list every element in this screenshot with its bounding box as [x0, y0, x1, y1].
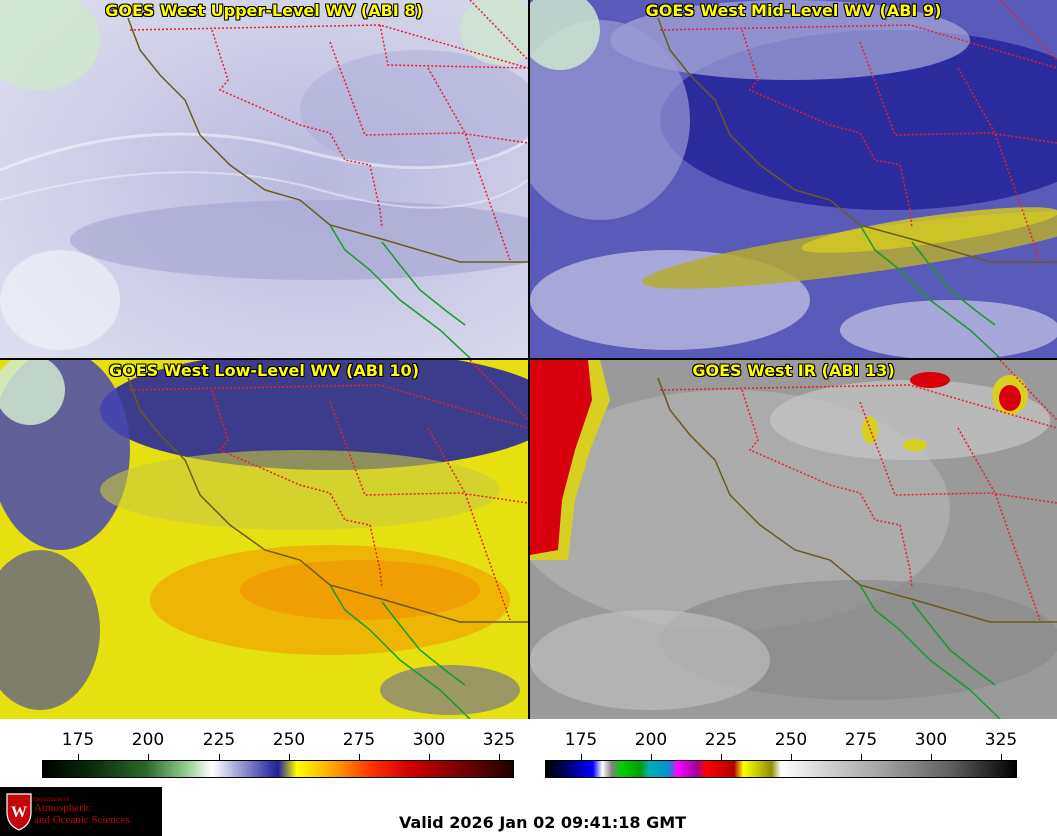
ir-tick-label: 300: [914, 730, 948, 750]
ir-tick-mark: [581, 754, 582, 760]
wv-colorbar: [42, 760, 514, 778]
uw-crest-icon: W: [6, 793, 32, 831]
ir-tick-mark: [651, 754, 652, 760]
mid-level-wv-image: [530, 0, 1057, 358]
wv-tick-mark: [78, 754, 79, 760]
wv-tick-label: 300: [412, 730, 446, 750]
wv-tick-mark: [499, 754, 500, 760]
upper-level-wv-image: [0, 0, 528, 358]
ir-tick-mark: [721, 754, 722, 760]
wv-tick-label: 325: [482, 730, 516, 750]
low-level-wv-image: [0, 360, 528, 719]
uw-crest-letter: W: [11, 804, 27, 821]
logo-name-line1: Atmospheric: [34, 802, 91, 815]
wv-tick-mark: [359, 754, 360, 760]
ir-tick-label: 200: [634, 730, 668, 750]
ir-tick-mark: [861, 754, 862, 760]
wv-tick-label: 225: [202, 730, 236, 750]
mid-level-wv-panel: GOES West Mid-Level WV (ABI 9): [530, 0, 1057, 358]
valid-time: Valid 2026 Jan 02 09:41:18 GMT: [398, 813, 687, 832]
wv-tick-mark: [289, 754, 290, 760]
ir-tick-label: 325: [984, 730, 1018, 750]
ir-panel: GOES West IR (ABI 13): [530, 360, 1057, 719]
upper-level-wv-panel: GOES West Upper-Level WV (ABI 8): [0, 0, 528, 358]
ir-tick-label: 250: [774, 730, 808, 750]
wv-tick-mark: [429, 754, 430, 760]
ir-tick-label: 275: [844, 730, 878, 750]
ir-tick-label: 225: [704, 730, 738, 750]
wv-tick-label: 275: [342, 730, 376, 750]
logo-department: Department of: [34, 797, 69, 803]
ir-tick-mark: [1001, 754, 1002, 760]
ir-tick-mark: [931, 754, 932, 760]
aos-logo-text: Department of Atmospheric and Oceanic Sc…: [34, 797, 130, 826]
wv-tick-mark: [148, 754, 149, 760]
wv-tick-label: 200: [131, 730, 165, 750]
wv-tick-mark: [219, 754, 220, 760]
ir-colorbar: [545, 760, 1017, 778]
logo-name-line2: and Oceanic Sciences: [34, 813, 130, 826]
wv-tick-label: 175: [61, 730, 95, 750]
ir-image: [530, 360, 1057, 719]
low-level-wv-panel: GOES West Low-Level WV (ABI 10): [0, 360, 528, 719]
panel-divider-horizontal: [0, 358, 1057, 360]
aos-logo[interactable]: W Department of Atmospheric and Oceanic …: [0, 787, 162, 836]
ir-tick-mark: [791, 754, 792, 760]
ir-tick-label: 175: [564, 730, 598, 750]
wv-tick-label: 250: [272, 730, 306, 750]
